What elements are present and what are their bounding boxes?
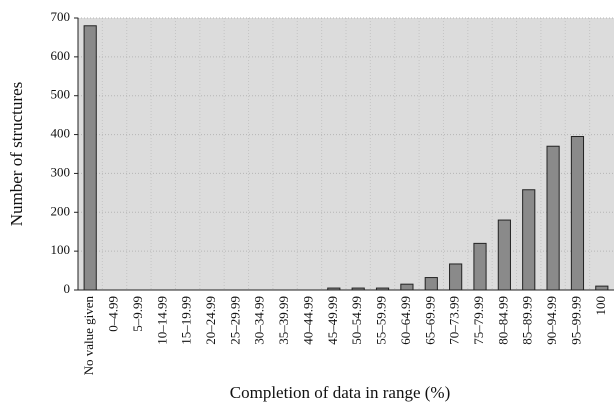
x-tick-label: 5–9.99: [130, 296, 145, 332]
bar: [351, 287, 365, 291]
x-tick-label: 15–19.99: [179, 296, 194, 345]
x-tick-label: 10–14.99: [154, 296, 169, 345]
y-tick-label: 0: [64, 281, 71, 296]
y-tick-label: 400: [51, 126, 71, 141]
bar: [522, 189, 536, 291]
x-tick-label: 90–94.99: [544, 296, 559, 345]
bar: [570, 136, 585, 291]
x-tick-label: 65–69.99: [422, 296, 437, 345]
x-tick-label: 85–89.99: [520, 296, 535, 345]
x-tick-label: 70–73.99: [447, 296, 462, 345]
x-tick-label: 95–99.99: [568, 296, 583, 345]
y-tick-label: 100: [51, 242, 71, 257]
y-axis-title: Number of structures: [7, 82, 26, 226]
y-tick-label: 500: [51, 87, 71, 102]
bar: [424, 277, 438, 291]
bar: [546, 145, 560, 291]
y-tick-label: 300: [51, 164, 71, 179]
y-tick-label: 200: [51, 203, 71, 218]
bar: [595, 285, 609, 291]
y-tick-label: 600: [51, 48, 71, 63]
x-tick-label: 60–64.99: [398, 296, 413, 345]
bar: [449, 263, 463, 291]
x-tick-label: 0–4.99: [106, 296, 121, 332]
x-tick-label: 20–24.99: [203, 296, 218, 345]
bar: [83, 25, 97, 291]
x-tick-label: No value given: [81, 296, 96, 376]
bar: [375, 287, 390, 291]
bar: [400, 283, 414, 291]
x-tick-label: 45–49.99: [325, 296, 340, 345]
bar: [497, 219, 511, 291]
x-tick-label: 25–29.99: [227, 296, 242, 345]
x-tick-label: 30–34.99: [252, 296, 267, 345]
x-tick-label: 100: [593, 296, 608, 316]
bar: [473, 242, 487, 291]
x-tick-label: 35–39.99: [276, 296, 291, 345]
x-tick-label: 80–84.99: [495, 296, 510, 345]
x-tick-label: 75–79.99: [471, 296, 486, 345]
x-axis-title: Completion of data in range (%): [230, 383, 450, 402]
bar: [327, 287, 341, 291]
x-tick-label: 50–54.99: [349, 296, 364, 345]
x-tick-label: 40–44.99: [300, 296, 315, 345]
x-tick-label: 55–59.99: [374, 296, 389, 345]
y-tick-label: 700: [51, 9, 71, 24]
